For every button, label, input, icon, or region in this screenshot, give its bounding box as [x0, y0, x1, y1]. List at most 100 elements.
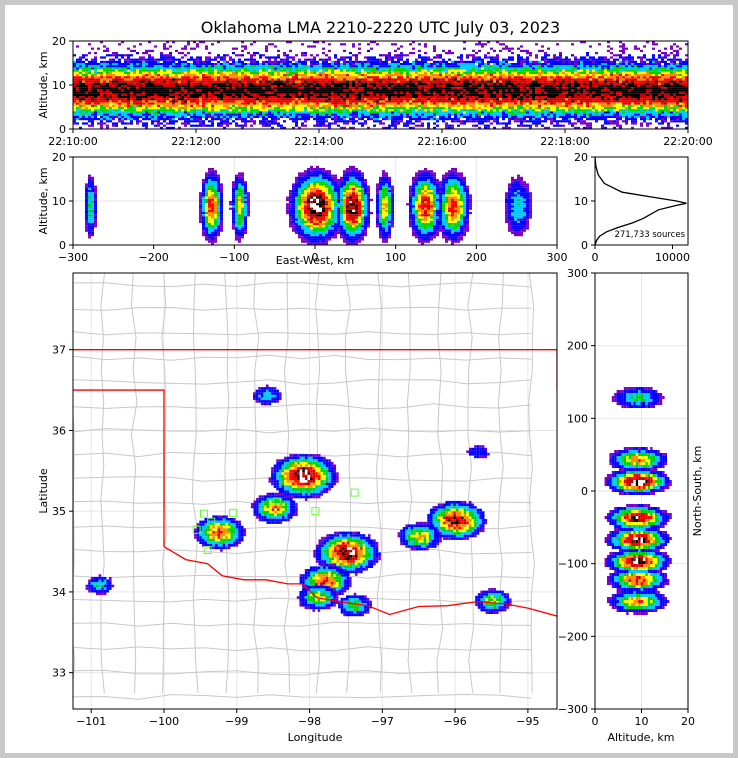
density-cell — [481, 87, 484, 90]
density-cell — [73, 74, 76, 77]
density-cell — [355, 111, 358, 114]
density-cell — [250, 89, 253, 92]
density-cell — [475, 43, 478, 46]
density-cell — [199, 120, 202, 123]
density-cell — [184, 74, 187, 77]
density-cell — [202, 102, 205, 105]
density-cell — [106, 93, 109, 96]
density-cell — [340, 118, 343, 121]
density-cell — [325, 82, 328, 85]
density-cell — [76, 63, 79, 66]
density-cell — [448, 96, 451, 99]
density-cell — [553, 54, 556, 57]
density-cell — [325, 76, 328, 79]
density-cell — [520, 58, 523, 61]
density-cell — [481, 91, 484, 94]
density-cell — [373, 107, 376, 110]
density-cell — [502, 96, 505, 99]
density-cell — [526, 100, 529, 103]
density-cell — [226, 60, 229, 63]
density-cell — [145, 91, 148, 94]
density-cell — [544, 85, 547, 88]
density-cell — [442, 63, 445, 66]
density-cell — [190, 100, 193, 103]
density-cell — [457, 104, 460, 107]
density-cell — [313, 63, 316, 66]
density-cell — [187, 111, 190, 114]
density-cell — [457, 102, 460, 105]
density-cell — [400, 113, 403, 116]
density-cell — [388, 67, 391, 70]
density-cell — [226, 76, 229, 79]
density-cell — [112, 87, 115, 90]
density-cell — [472, 124, 475, 127]
density-cell — [406, 100, 409, 103]
density-cell — [253, 65, 256, 68]
density-cell — [139, 98, 142, 101]
density-cell — [379, 58, 382, 61]
density-cell — [532, 89, 535, 92]
density-cell — [304, 78, 307, 81]
density-cell — [322, 74, 325, 77]
density-cell — [499, 122, 502, 125]
density-cell — [490, 56, 493, 59]
density-cell — [247, 69, 250, 72]
density-cell — [481, 76, 484, 79]
density-cell — [184, 115, 187, 118]
density-cell — [496, 89, 499, 92]
density-cell — [253, 87, 256, 90]
density-cell — [196, 67, 199, 70]
density-cell — [244, 74, 247, 77]
density-cell — [244, 47, 247, 50]
density-cell — [460, 85, 463, 88]
density-cell — [169, 69, 172, 72]
density-cell — [115, 89, 118, 92]
density-cell — [268, 120, 271, 123]
density-cell — [181, 104, 184, 107]
density-cell — [85, 74, 88, 77]
density-cell — [409, 76, 412, 79]
density-cell — [286, 102, 289, 105]
density-cell — [244, 80, 247, 83]
density-cell — [532, 76, 535, 79]
density-cell — [514, 100, 517, 103]
density-cell — [184, 107, 187, 110]
density-cell — [115, 102, 118, 105]
density-cell — [193, 111, 196, 114]
density-cell — [97, 113, 100, 116]
density-cell — [481, 100, 484, 103]
density-cell — [247, 85, 250, 88]
density-cell — [415, 109, 418, 112]
density-cell — [175, 115, 178, 118]
density-cell — [466, 113, 469, 116]
density-cell — [160, 82, 163, 85]
density-cell — [301, 85, 304, 88]
density-cell — [343, 109, 346, 112]
density-cell — [154, 78, 157, 81]
density-cell — [553, 80, 556, 83]
density-cell — [529, 80, 532, 83]
density-cell — [307, 96, 310, 99]
density-cell — [91, 69, 94, 72]
density-cell — [163, 113, 166, 116]
density-cell — [220, 87, 223, 90]
density-cell — [253, 109, 256, 112]
density-cell — [517, 60, 520, 63]
density-cell — [271, 122, 274, 125]
density-cell — [241, 115, 244, 118]
density-cell — [274, 67, 277, 70]
density-cell — [397, 60, 400, 63]
density-cell — [280, 111, 283, 114]
density-cell — [514, 74, 517, 77]
density-cell — [220, 104, 223, 107]
density-cell — [394, 91, 397, 94]
density-cell — [325, 78, 328, 81]
density-cell — [436, 56, 439, 59]
density-cell — [181, 65, 184, 68]
density-cell — [106, 80, 109, 83]
density-cell — [82, 113, 85, 116]
density-cell — [238, 69, 241, 72]
density-cell — [550, 80, 553, 83]
density-cell — [418, 89, 421, 92]
density-cell — [523, 89, 526, 92]
